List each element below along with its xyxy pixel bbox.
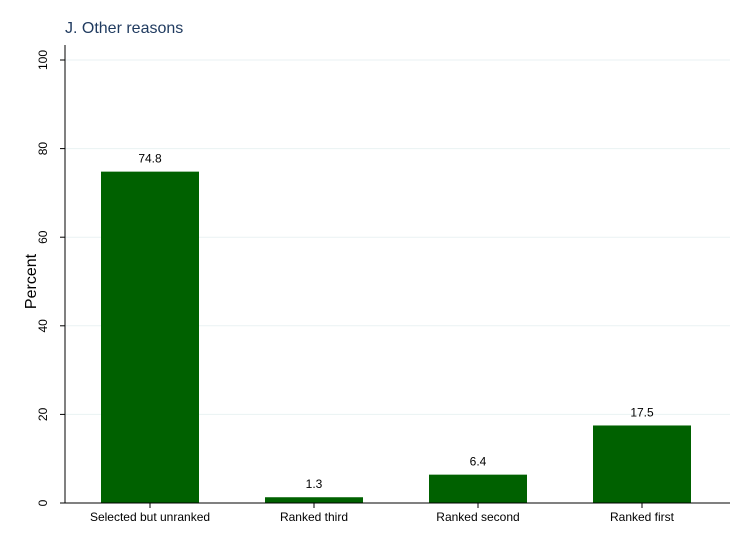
y-axis-title: Percent — [23, 253, 40, 309]
y-tick-label: 60 — [36, 230, 50, 244]
bars — [101, 171, 691, 504]
x-tick-label: Ranked second — [436, 510, 519, 524]
bar — [429, 474, 527, 503]
y-tick-label: 20 — [36, 407, 50, 421]
data-label: 6.4 — [470, 455, 487, 469]
bar — [593, 425, 691, 503]
bar — [101, 171, 199, 504]
data-label: 1.3 — [306, 477, 323, 491]
y-tick-label: 100 — [36, 50, 50, 70]
axes — [64, 45, 730, 504]
y-tick-label: 40 — [36, 319, 50, 333]
x-tick-label: Ranked third — [280, 510, 348, 524]
data-label: 74.8 — [138, 152, 162, 166]
y-tick-label: 80 — [36, 142, 50, 156]
chart-title: J. Other reasons — [65, 20, 184, 37]
x-tick-labels: Selected but unranked Ranked third Ranked … — [90, 503, 675, 524]
y-ticks: 0 20 40 60 80 100 — [36, 50, 65, 506]
bar — [265, 497, 363, 503]
x-tick-label: Selected but unranked — [90, 510, 210, 524]
data-label: 17.5 — [630, 405, 654, 419]
data-labels: 74.8 1.3 6.4 17.5 — [138, 152, 654, 492]
y-tick-label: 0 — [36, 499, 50, 506]
gridlines — [65, 59, 730, 415]
x-tick-label: Ranked first — [610, 510, 675, 524]
